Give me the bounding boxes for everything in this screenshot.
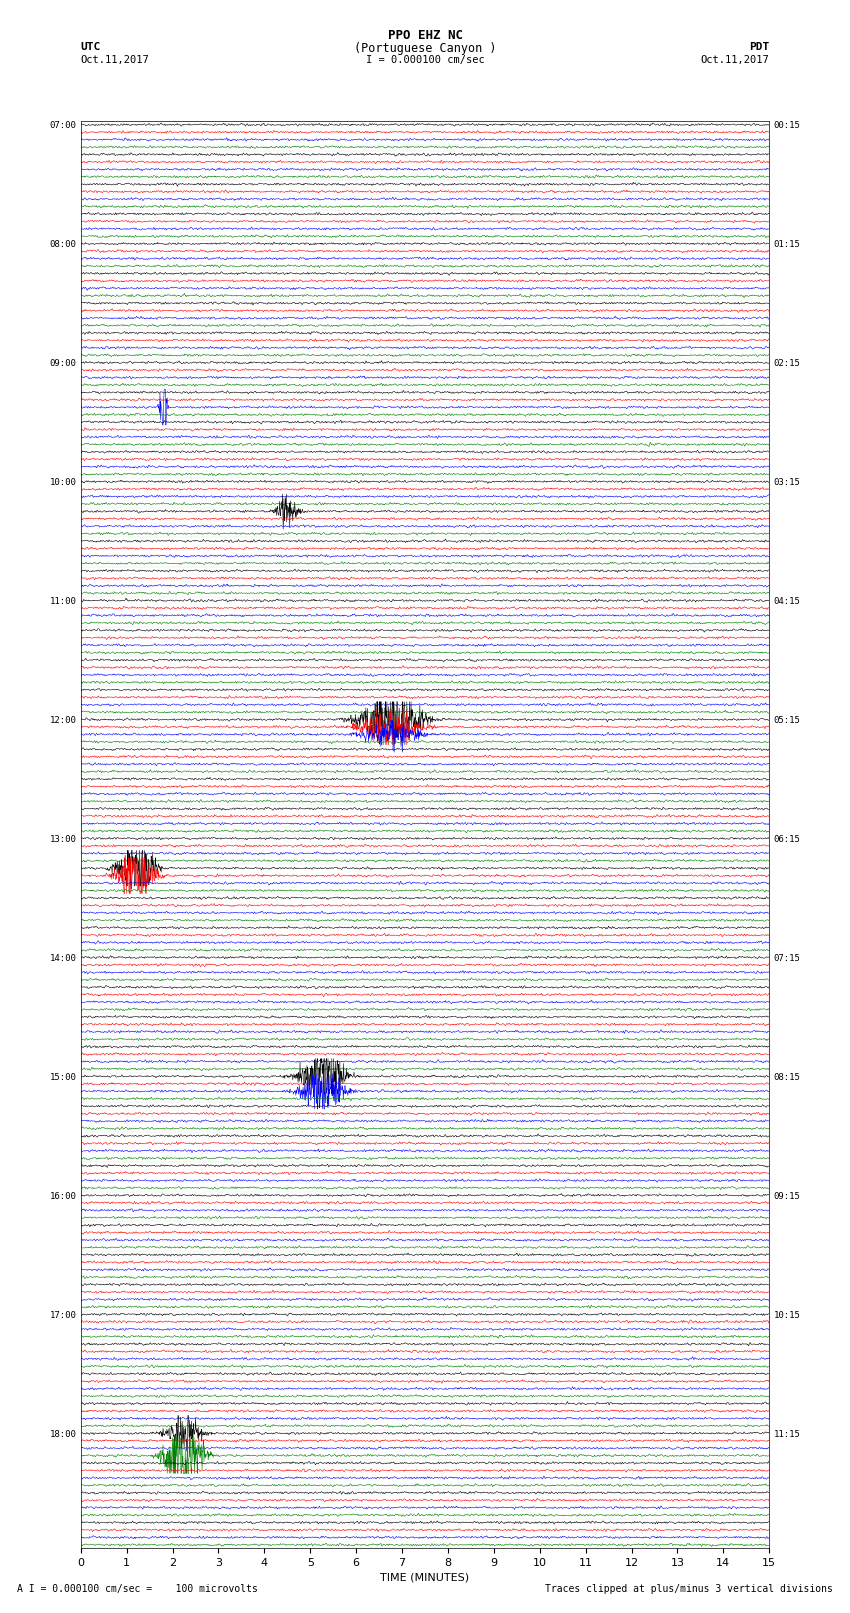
- Text: I = 0.000100 cm/sec: I = 0.000100 cm/sec: [366, 55, 484, 65]
- X-axis label: TIME (MINUTES): TIME (MINUTES): [381, 1573, 469, 1582]
- Text: 07:15: 07:15: [774, 953, 801, 963]
- Text: UTC: UTC: [81, 42, 101, 52]
- Text: (Portuguese Canyon ): (Portuguese Canyon ): [354, 42, 496, 55]
- Text: 11:15: 11:15: [774, 1429, 801, 1439]
- Text: 10:15: 10:15: [774, 1310, 801, 1319]
- Text: 13:00: 13:00: [49, 836, 76, 844]
- Text: PPO EHZ NC: PPO EHZ NC: [388, 29, 462, 42]
- Text: 10:00: 10:00: [49, 477, 76, 487]
- Text: 08:15: 08:15: [774, 1073, 801, 1082]
- Text: 06:15: 06:15: [774, 836, 801, 844]
- Text: A I = 0.000100 cm/sec =    100 microvolts: A I = 0.000100 cm/sec = 100 microvolts: [17, 1584, 258, 1594]
- Text: 08:00: 08:00: [49, 240, 76, 248]
- Text: 05:15: 05:15: [774, 716, 801, 724]
- Text: 17:00: 17:00: [49, 1310, 76, 1319]
- Text: 09:15: 09:15: [774, 1192, 801, 1200]
- Text: 00:15: 00:15: [774, 121, 801, 131]
- Text: 11:00: 11:00: [49, 597, 76, 606]
- Text: 12:00: 12:00: [49, 716, 76, 724]
- Text: 14:00: 14:00: [49, 953, 76, 963]
- Text: Oct.11,2017: Oct.11,2017: [700, 55, 769, 65]
- Text: 03:15: 03:15: [774, 477, 801, 487]
- Text: 07:00: 07:00: [49, 121, 76, 131]
- Text: 16:00: 16:00: [49, 1192, 76, 1200]
- Text: Oct.11,2017: Oct.11,2017: [81, 55, 150, 65]
- Text: PDT: PDT: [749, 42, 769, 52]
- Text: 04:15: 04:15: [774, 597, 801, 606]
- Text: 15:00: 15:00: [49, 1073, 76, 1082]
- Text: Traces clipped at plus/minus 3 vertical divisions: Traces clipped at plus/minus 3 vertical …: [545, 1584, 833, 1594]
- Text: 18:00: 18:00: [49, 1429, 76, 1439]
- Text: 09:00: 09:00: [49, 360, 76, 368]
- Text: 02:15: 02:15: [774, 360, 801, 368]
- Text: 01:15: 01:15: [774, 240, 801, 248]
